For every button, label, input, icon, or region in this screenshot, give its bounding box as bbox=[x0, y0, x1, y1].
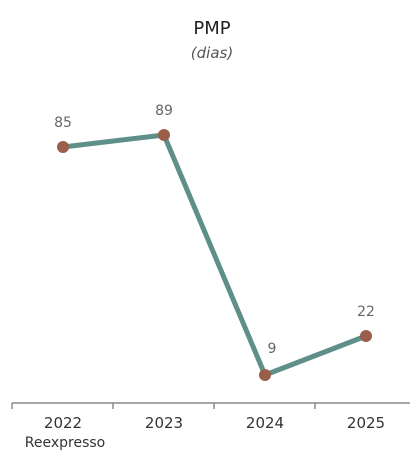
x-tick-label: 2024 bbox=[246, 414, 284, 432]
data-point bbox=[259, 369, 271, 381]
plot-area: 2022 Reexpresso 2023 2024 2025 85 89 9 22 bbox=[11, 103, 410, 450]
data-point bbox=[158, 129, 170, 141]
data-point bbox=[360, 330, 372, 342]
data-point bbox=[57, 141, 69, 153]
chart-title: PMP bbox=[193, 18, 230, 39]
x-tick-label: 2025 bbox=[347, 414, 385, 432]
x-tick-label: 2022 bbox=[44, 414, 82, 432]
x-tick-label: 2023 bbox=[145, 414, 183, 432]
chart-subtitle: (dias) bbox=[191, 44, 233, 62]
x-tick-sublabel: Reexpresso bbox=[25, 435, 105, 450]
data-label: 9 bbox=[268, 341, 277, 357]
data-label: 89 bbox=[155, 103, 173, 119]
data-label: 85 bbox=[54, 115, 72, 131]
data-label: 22 bbox=[357, 304, 375, 320]
series-line bbox=[60, 132, 369, 378]
